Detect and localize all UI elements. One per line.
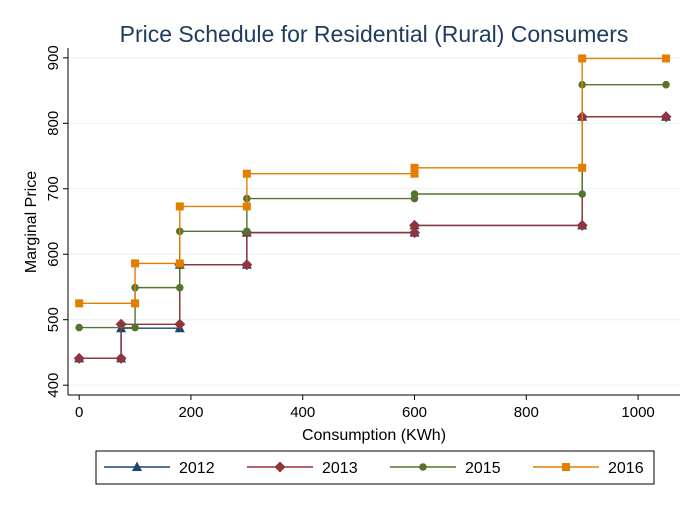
data-point-2013 [409,219,421,231]
x-tick-label: 800 [514,404,539,421]
legend: 2012 2013 2015 2016 [104,460,644,477]
data-point-2013 [73,352,85,364]
data-point-2013 [660,111,672,123]
series-line-2016 [79,57,667,305]
data-point-2016 [131,259,140,268]
data-point-2013 [409,227,421,239]
data-point-2013 [174,318,186,330]
x-tick-label: 400 [290,404,315,421]
data-point-2016 [410,163,419,172]
data-point-2015 [131,323,139,332]
y-tick-label: 900 [45,45,62,70]
legend-item-2016: 2016 [533,460,644,477]
data-point-2016 [578,54,587,63]
data-point-2015 [410,190,419,198]
data-point-2015 [75,323,83,332]
legend-label: 2013 [322,460,358,477]
x-tick-label: 1000 [621,404,654,421]
data-point-2015 [662,80,670,89]
data-point-2016 [131,299,140,308]
y-tick-label: 600 [45,242,62,267]
series-line-2013 [79,116,667,360]
data-point-2015 [578,190,586,198]
legend-marker [132,461,142,471]
x-axis-label: Consumption (KWh) [302,427,446,444]
data-point-2016 [75,299,84,308]
chart-title: Price Schedule for Residential (Rural) C… [120,21,629,47]
legend-item-2012: 2012 [104,460,215,477]
legend-label: 2012 [179,460,215,477]
series-2016 [75,54,671,308]
legend-item-2013: 2013 [247,460,358,477]
y-tick-label: 400 [45,373,62,398]
data-point-2016 [175,259,184,268]
x-tick-label: 0 [75,404,83,421]
data-point-2013 [241,259,253,271]
data-point-2015 [243,227,251,236]
data-point-2016 [242,169,251,178]
data-point-2016 [410,169,419,178]
data-point-2016 [242,202,251,211]
legend-item-2015: 2015 [390,460,501,477]
x-tick-label: 200 [178,404,203,421]
legend-label: 2015 [465,460,501,477]
grid-lines [68,57,680,386]
legend-label: 2016 [608,460,644,477]
axes: 0 200 400 600 800 1000 400 500 600 700 800 900 [45,45,680,421]
data-point-2016 [175,202,184,211]
legend-marker [562,463,570,471]
y-tick-label: 800 [45,111,62,136]
y-tick-label: 700 [45,176,62,201]
y-tick-label: 500 [45,307,62,332]
data-point-2016 [578,163,587,172]
y-axis-label: Marginal Price [23,171,40,273]
data-point-2015 [175,283,184,292]
x-tick-label: 600 [402,404,427,421]
data-point-2013 [115,352,127,364]
legend-marker [419,463,427,471]
legend-marker [274,461,286,473]
data-point-2013 [576,219,588,231]
series-layer [73,54,672,364]
data-point-2016 [662,54,671,63]
